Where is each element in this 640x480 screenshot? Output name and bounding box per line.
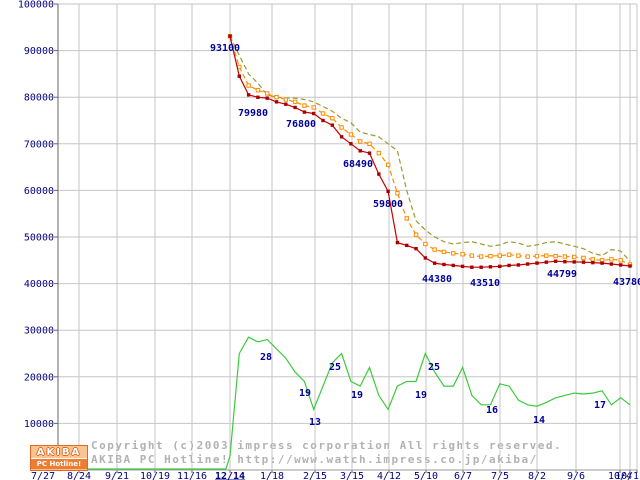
svg-text:10/4: 10/4 (608, 471, 632, 480)
svg-text:44380: 44380 (422, 274, 452, 285)
svg-text:19: 19 (351, 390, 363, 401)
svg-text:16: 16 (486, 405, 498, 416)
svg-text:43510: 43510 (470, 278, 500, 289)
svg-text:7/5: 7/5 (491, 471, 509, 480)
svg-text:50000: 50000 (24, 233, 54, 244)
svg-text:25: 25 (329, 362, 341, 373)
svg-text:100000: 100000 (18, 0, 54, 11)
logo-pc-hotline-text: PC Hotline! (31, 458, 87, 469)
svg-text:1/18: 1/18 (260, 471, 284, 480)
svg-text:43780: 43780 (613, 277, 640, 288)
logo-akiba-text: AKIBA (36, 447, 82, 458)
svg-text:28: 28 (260, 352, 272, 363)
svg-text:9/6: 9/6 (567, 471, 585, 480)
svg-text:70000: 70000 (24, 139, 54, 150)
svg-text:40000: 40000 (24, 279, 54, 290)
svg-text:30000: 30000 (24, 326, 54, 337)
svg-text:25: 25 (428, 362, 440, 373)
svg-text:3/15: 3/15 (340, 471, 364, 480)
svg-text:44799: 44799 (547, 269, 577, 280)
svg-text:9/21: 9/21 (105, 471, 129, 480)
svg-text:60000: 60000 (24, 186, 54, 197)
svg-text:17: 17 (594, 400, 606, 411)
svg-text:6/7: 6/7 (454, 471, 472, 480)
svg-text:93100: 93100 (210, 43, 240, 54)
svg-text:20000: 20000 (24, 372, 54, 383)
svg-text:10000: 10000 (24, 419, 54, 430)
svg-text:5/10: 5/10 (414, 471, 438, 480)
svg-text:68490: 68490 (343, 159, 373, 170)
svg-text:8/24: 8/24 (67, 471, 91, 480)
svg-text:90000: 90000 (24, 46, 54, 57)
svg-text:59800: 59800 (373, 199, 403, 210)
svg-text:4/12: 4/12 (377, 471, 401, 480)
copyright-line-2: AKIBA PC Hotline! http://www.watch.impre… (91, 453, 538, 466)
svg-text:2/15: 2/15 (303, 471, 327, 480)
svg-text:7/27: 7/27 (31, 471, 55, 480)
svg-text:19: 19 (415, 390, 427, 401)
svg-text:10/19: 10/19 (140, 471, 170, 480)
svg-text:79980: 79980 (238, 108, 268, 119)
svg-text:13: 13 (309, 417, 321, 428)
svg-text:19: 19 (299, 388, 311, 399)
svg-text:10/11: 10/11 (615, 471, 640, 480)
copyright-line-1: Copyright (c)2003 impress corporation Al… (91, 439, 563, 452)
svg-text:12/14: 12/14 (215, 471, 245, 480)
svg-text:14: 14 (533, 415, 545, 426)
svg-text:8/2: 8/2 (528, 471, 546, 480)
svg-text:76800: 76800 (286, 119, 316, 130)
akiba-pc-hotline-logo: AKIBA PC Hotline! (30, 445, 88, 471)
svg-text:11/16: 11/16 (177, 471, 207, 480)
svg-text:80000: 80000 (24, 93, 54, 104)
